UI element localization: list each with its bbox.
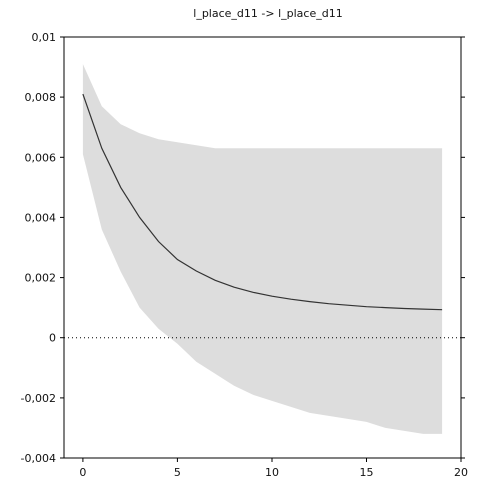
y-tick-label: 0,008 xyxy=(25,91,57,104)
plot-area xyxy=(64,64,461,434)
axes: 0,01 0,008 0,006 0,004 0,002 0 -0,002 -0,004 0 5 1… xyxy=(21,31,468,479)
y-tick-label: 0,006 xyxy=(25,151,57,164)
chart-title: l_place_d11 -> l_place_d11 xyxy=(193,7,342,20)
y-tick-label: 0,002 xyxy=(25,272,57,285)
response-line xyxy=(82,93,443,311)
y-tick-label: 0,004 xyxy=(25,211,57,224)
x-tick-label: 20 xyxy=(454,466,468,479)
y-tick-label: -0,002 xyxy=(21,392,56,405)
y-tick-label: 0,01 xyxy=(32,31,57,44)
x-tick-label: 15 xyxy=(360,466,374,479)
plot-frame xyxy=(63,36,462,459)
y-tick-label: 0 xyxy=(49,332,56,345)
x-tick-label: 0 xyxy=(79,466,86,479)
confidence-band xyxy=(82,64,443,434)
y-tick-label: -0,004 xyxy=(21,452,56,465)
x-tick-label: 10 xyxy=(265,466,279,479)
x-tick-label: 5 xyxy=(174,466,181,479)
